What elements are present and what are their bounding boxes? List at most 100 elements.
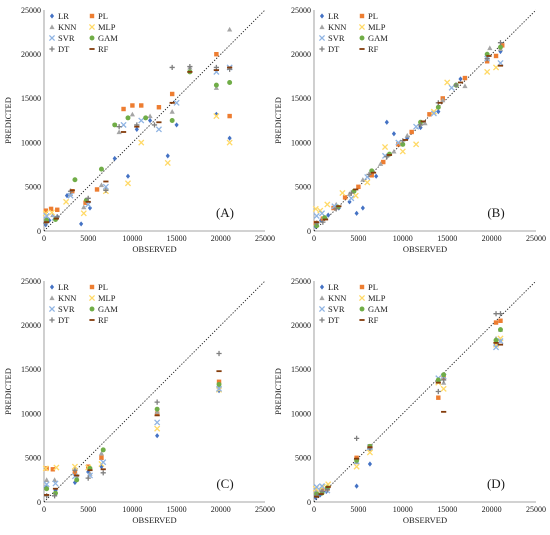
- data-point: [120, 131, 127, 133]
- series-gam: [314, 327, 503, 497]
- data-point: [67, 192, 74, 199]
- data-point: [324, 487, 330, 493]
- data-point: [52, 487, 59, 490]
- data-point: [138, 117, 145, 124]
- legend-marker: [48, 305, 56, 313]
- y-tick-label: 15000: [21, 94, 41, 103]
- legend-marker: [319, 295, 325, 301]
- data-point: [216, 381, 222, 387]
- data-point: [154, 399, 160, 405]
- data-point: [437, 101, 443, 104]
- data-point: [98, 166, 104, 172]
- data-point: [448, 84, 455, 91]
- data-point: [366, 449, 374, 456]
- data-point: [85, 200, 91, 203]
- data-point: [215, 385, 223, 392]
- legend-label: GAM: [368, 304, 388, 314]
- data-point: [320, 219, 326, 225]
- data-point: [381, 159, 386, 165]
- data-point: [116, 129, 122, 135]
- data-point: [154, 425, 161, 432]
- legend-label: GAM: [98, 304, 118, 314]
- legend: LR PL KNN MLP SVR GAM DT RF: [318, 11, 388, 54]
- legend-marker: [318, 34, 326, 42]
- data-point: [98, 182, 105, 188]
- data-point: [487, 45, 493, 51]
- data-point: [102, 183, 109, 190]
- series-gam: [44, 69, 233, 223]
- data-point: [313, 483, 320, 491]
- data-point: [314, 223, 320, 229]
- data-point: [112, 122, 118, 128]
- data-point: [227, 80, 233, 85]
- data-point: [413, 123, 420, 130]
- y-tick-label: 20000: [291, 50, 311, 59]
- data-point: [226, 139, 233, 146]
- x-tick-label: 0: [42, 505, 46, 514]
- legend-marker: [49, 284, 55, 290]
- data-point: [440, 97, 446, 103]
- legend-label: MLP: [98, 22, 116, 32]
- series-svr: [43, 385, 223, 488]
- data-point: [50, 467, 56, 472]
- data-point: [72, 470, 78, 476]
- data-point: [333, 206, 339, 212]
- data-point: [147, 113, 153, 119]
- data-point: [370, 171, 377, 174]
- data-point: [453, 82, 459, 88]
- reference-line: [43, 9, 266, 232]
- legend-marker: [89, 48, 95, 50]
- legend-label: DT: [58, 315, 70, 325]
- data-point: [404, 132, 410, 138]
- data-point: [125, 115, 131, 121]
- data-point: [395, 139, 402, 146]
- data-point: [213, 69, 219, 72]
- x-tick-label: 15000: [437, 505, 457, 514]
- x-tick-label: 25000: [526, 234, 546, 243]
- legend-marker: [359, 13, 365, 19]
- legend-marker: [89, 13, 95, 19]
- legend-label: SVR: [328, 304, 345, 314]
- data-point: [72, 177, 78, 183]
- legend-label: DT: [328, 315, 340, 325]
- data-point: [174, 122, 179, 128]
- y-tick-label: 5000: [25, 454, 41, 463]
- data-point: [100, 459, 107, 466]
- data-point: [462, 75, 468, 81]
- data-point: [139, 103, 144, 108]
- legend-marker: [319, 284, 325, 290]
- y-tick-label: 25000: [291, 277, 311, 286]
- x-tick-label: 20000: [482, 234, 502, 243]
- y-tick-label: 5000: [25, 183, 41, 192]
- data-point: [364, 179, 371, 186]
- data-point: [213, 113, 220, 120]
- data-point: [354, 457, 360, 460]
- series-rf: [44, 66, 233, 224]
- data-point: [44, 486, 50, 492]
- legend-label: KNN: [328, 22, 346, 32]
- data-point: [154, 406, 160, 412]
- data-point: [156, 105, 162, 110]
- legend-label: SVR: [58, 304, 75, 314]
- data-point: [353, 188, 359, 191]
- data-point: [156, 121, 162, 124]
- y-tick-label: 10000: [291, 409, 311, 418]
- data-point: [384, 154, 390, 160]
- series-rf: [44, 370, 222, 496]
- x-tick-label: 10000: [393, 234, 413, 243]
- legend-marker: [318, 305, 326, 313]
- y-tick-label: 25000: [291, 6, 311, 15]
- x-axis-label: OBSERVED: [132, 515, 176, 525]
- data-point: [441, 372, 447, 378]
- data-point: [44, 477, 50, 482]
- data-point: [72, 467, 78, 473]
- series-gam: [44, 381, 222, 496]
- data-point: [213, 64, 219, 71]
- data-point: [121, 106, 126, 112]
- data-point: [484, 68, 491, 75]
- x-tick-label: 25000: [255, 505, 275, 514]
- x-tick-label: 5000: [80, 505, 96, 514]
- data-point: [134, 126, 139, 132]
- data-point: [436, 109, 441, 115]
- data-point: [384, 119, 389, 125]
